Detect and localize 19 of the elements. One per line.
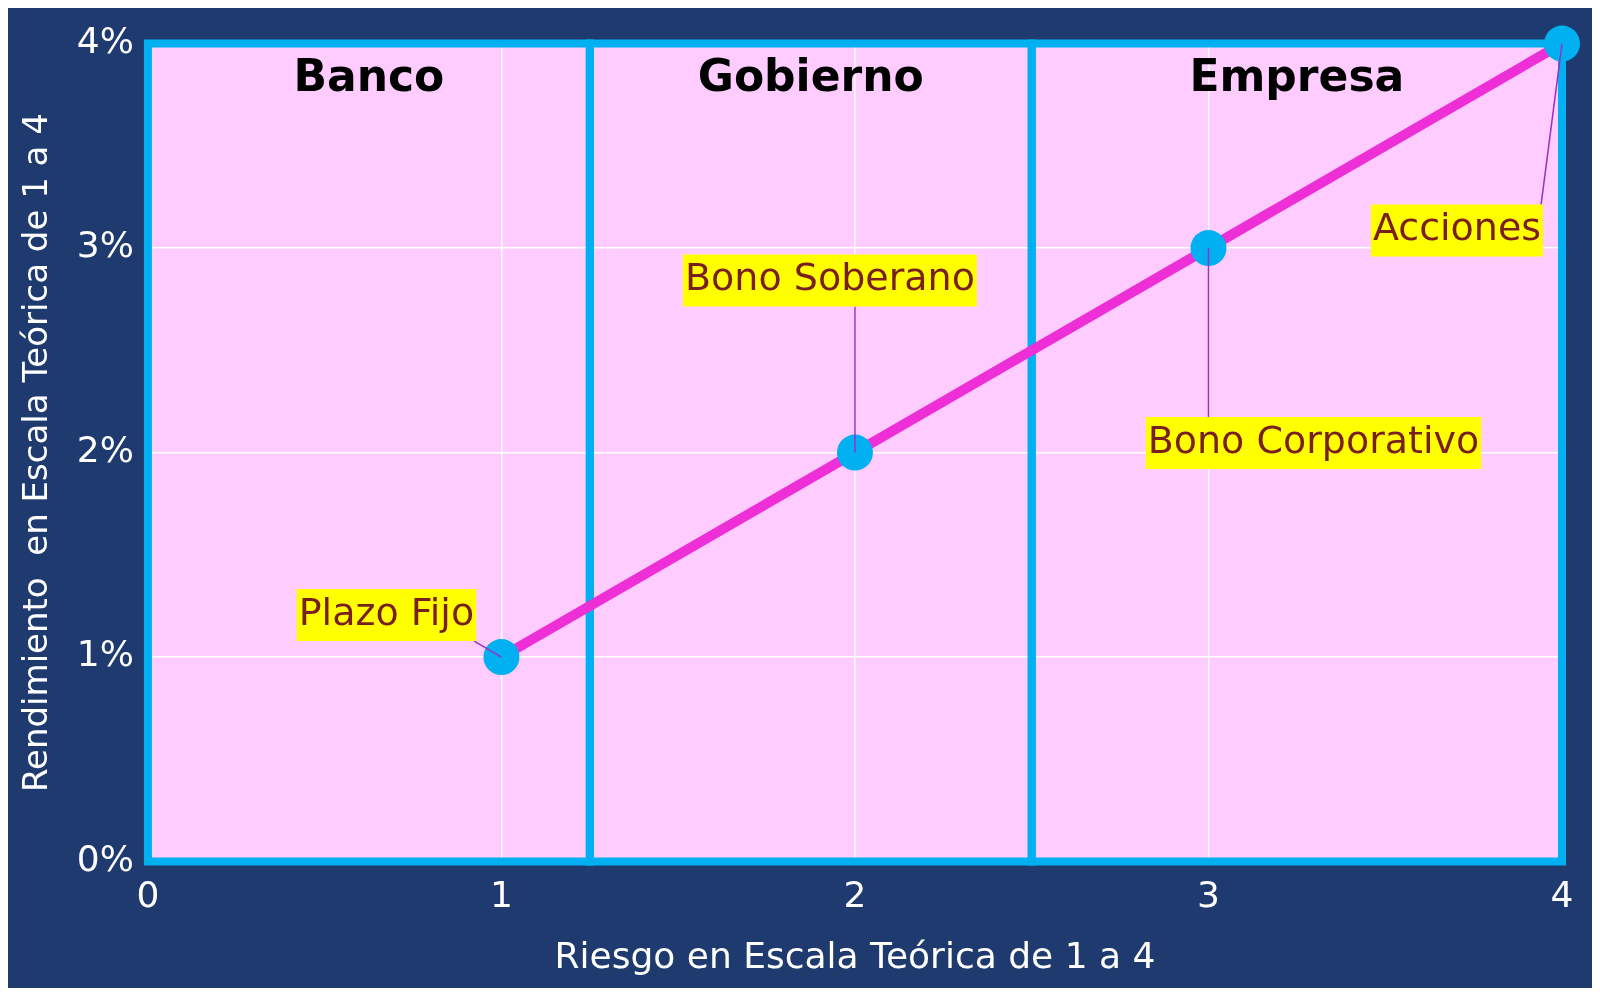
y-tick-label: 3% — [76, 224, 134, 266]
annotation: Bono Corporativo — [1147, 417, 1480, 462]
y-axis-title: Rendimiento en Escala Teórica de 1 a 4 — [15, 113, 56, 793]
y-tick-label: 0% — [76, 837, 134, 879]
x-tick-label: 1 — [489, 873, 513, 915]
band-label: Gobierno — [697, 50, 924, 102]
annotation: Plazo Fijo — [298, 589, 475, 634]
y-tick-label: 2% — [76, 428, 134, 470]
annotation: Acciones — [1372, 205, 1542, 250]
x-tick-label: 4 — [1550, 873, 1574, 915]
y-tick-label: 4% — [76, 19, 134, 61]
x-tick-label: 2 — [843, 873, 867, 915]
x-axis-title: Riesgo en Escala Teórica de 1 a 4 — [554, 934, 1156, 976]
band-label: Banco — [293, 50, 445, 102]
y-tick-label: 1% — [76, 633, 134, 675]
annotation: Bono Soberano — [685, 255, 975, 300]
x-tick-label: 3 — [1197, 873, 1220, 915]
x-tick-label: 0 — [136, 873, 160, 915]
band-label: Empresa — [1189, 50, 1405, 102]
